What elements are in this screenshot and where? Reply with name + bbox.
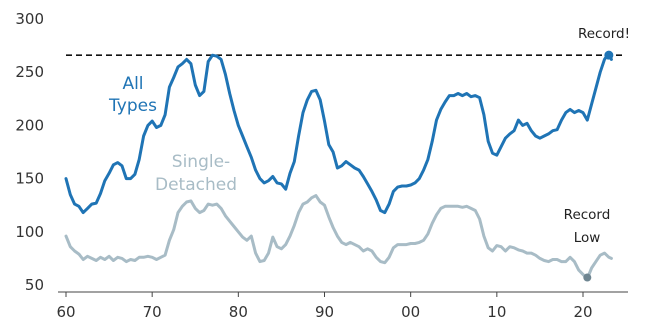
x-tick-label: 90 xyxy=(315,303,334,321)
x-tick-label: 20 xyxy=(573,303,592,321)
series-label-all-types-line1: All xyxy=(122,74,143,94)
record-low-marker xyxy=(583,273,592,282)
x-tick-label: 00 xyxy=(401,303,420,321)
y-tick-label: 200 xyxy=(15,116,44,134)
series-label-all-types-line2: Types xyxy=(108,96,157,116)
y-tick-label: 150 xyxy=(15,170,44,188)
y-tick-label: 250 xyxy=(15,63,44,81)
record-high-marker xyxy=(604,50,614,60)
y-tick-label: 300 xyxy=(15,10,44,28)
x-tick-label: 70 xyxy=(143,303,162,321)
series-label-single-detached-line1: Single- xyxy=(172,152,230,172)
y-tick-label: 100 xyxy=(15,223,44,241)
x-axis: 60 70 80 90 00 10 20 xyxy=(56,291,628,321)
series-label-single-detached-line2: Detached xyxy=(155,175,237,195)
record-low-label-line1: Record xyxy=(564,207,611,223)
x-tick-label: 10 xyxy=(487,303,506,321)
x-tick-label: 80 xyxy=(229,303,248,321)
series-line-all-types xyxy=(64,51,613,215)
y-axis-labels: 50 100 150 200 250 300 xyxy=(15,10,44,294)
y-tick-label: 50 xyxy=(25,276,44,294)
record-high-label: Record! xyxy=(578,26,630,42)
series-line-single-detached xyxy=(64,194,613,281)
record-low-label-line2: Low xyxy=(574,230,601,246)
x-tick-label: 60 xyxy=(56,303,75,321)
